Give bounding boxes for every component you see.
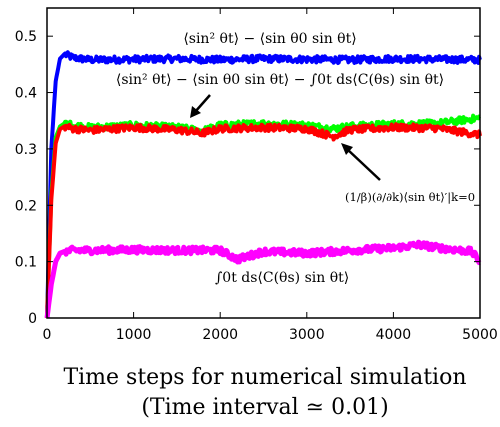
annotation-red: (1/β)(∂/∂k)⟨sin θt⟩′|k=0: [345, 190, 475, 205]
annotation-green: ⟨sin² θt⟩ − ⟨sin θ0 sin θt⟩ − ∫0t ds⟨C(θ…: [116, 72, 444, 88]
y-tick-label: 0.4: [15, 86, 37, 102]
x-tick-label: 3000: [289, 327, 325, 343]
y-tick-label: 0.1: [15, 255, 37, 271]
x-tick-label: 2000: [202, 327, 238, 343]
y-tick-label: 0.3: [15, 142, 37, 158]
tick-layer: 0 1000 2000 3000 4000 5000 0 0.1 0.2 0.3 0.4 0.5: [15, 8, 498, 343]
series-line-4: [44, 239, 482, 319]
series-line-3: [45, 122, 482, 319]
y-tick-label: 0.5: [15, 29, 37, 45]
plot-frame: [46, 7, 481, 319]
y-tick-label: 0.2: [15, 198, 37, 214]
annotation-blue: ⟨sin² θt⟩ − ⟨sin θ0 sin θt⟩: [183, 31, 356, 47]
x-tick-label: 5000: [462, 327, 498, 343]
arrow-to-red: [341, 143, 381, 181]
x-tick-label: 0: [43, 327, 52, 343]
series-line-2: [45, 113, 482, 319]
y-tick-label: 0: [28, 311, 37, 327]
x-axis-label: Time steps for numerical simulation: [63, 365, 466, 390]
series-layer: [44, 50, 482, 319]
annotation-magenta: ∫0t ds⟨C(θs) sin θt⟩: [215, 270, 349, 286]
series-line-1: [45, 50, 482, 319]
arrow-to-green: [190, 94, 211, 118]
x-tick-label: 1000: [116, 327, 152, 343]
x-axis-label-line2: (Time interval ≃ 0.01): [141, 395, 388, 420]
x-tick-label: 4000: [376, 327, 412, 343]
